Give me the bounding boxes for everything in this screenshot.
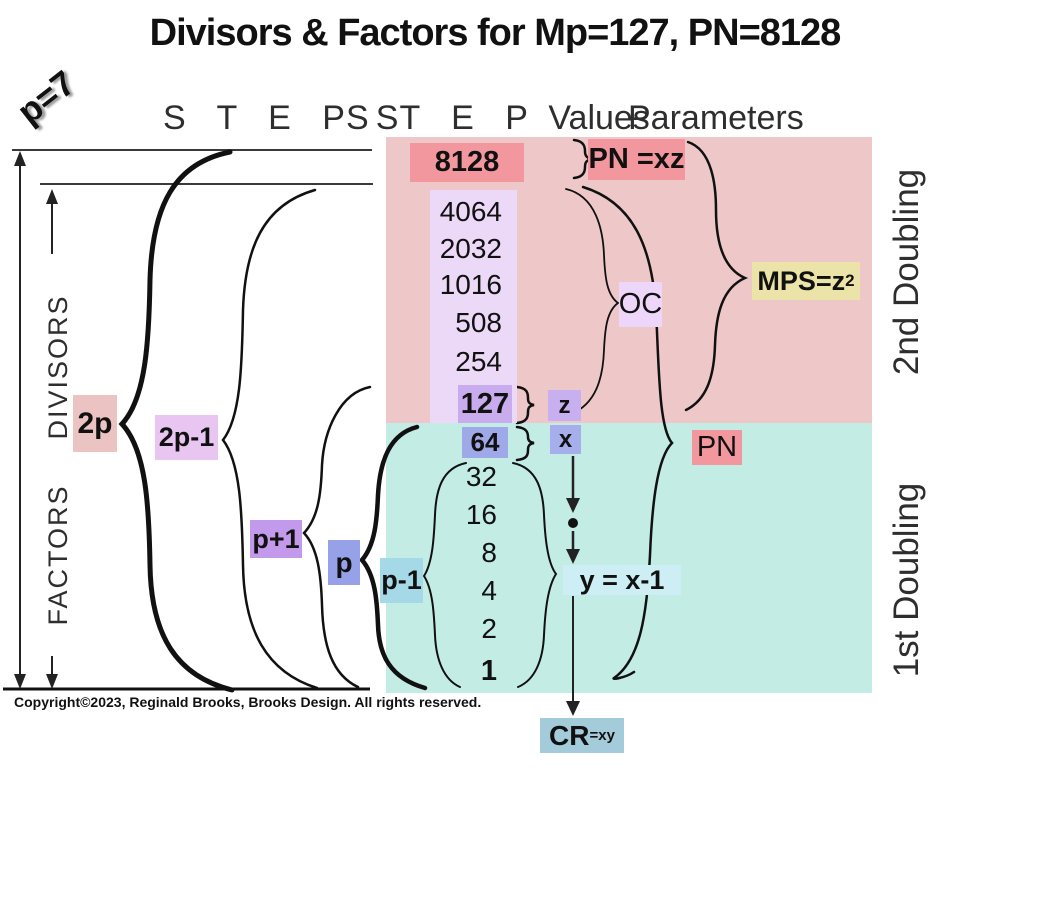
brace-2p [118,149,235,693]
step-value-8: 8 [481,537,497,568]
step-value-32: 32 [465,461,497,492]
label-pn: PN [692,430,742,465]
label-p-minus-1: p-1 [380,558,423,603]
lavender-step-column [430,190,517,423]
first-doubling-label: 1st Doubling [887,482,926,678]
label-pn-equals-xz: PN =xz [588,139,685,180]
second-doubling-label: 2nd Doubling [887,168,926,376]
label-cr: CR =xy [540,718,624,753]
brace-p [359,424,428,691]
column-header-steps: S T E P S [163,99,410,137]
cr-text: CR [549,719,590,751]
step-value-2: 2 [481,613,497,644]
brace-pn [581,185,674,680]
label-mps: MPS=z 2 [752,262,860,300]
factors-arrowhead-down [46,674,58,689]
label-x: x [550,425,581,454]
mps-exponent: 2 [845,271,855,290]
value-64: 64 [462,427,508,458]
brace-2p-1 [221,188,319,690]
brace-p-plus-1 [302,385,372,689]
cr-arrowhead [566,701,580,716]
brace-127-z [515,385,535,425]
label-y-equals-x-minus-1: y = x-1 [563,565,681,595]
x-arrowhead-1 [566,498,580,513]
brace-64-x [515,425,535,462]
divisors-axis-label: DIVISORS [43,254,73,480]
brace-y-equals [512,462,558,688]
brace-oc [565,188,620,415]
step-value-16: 16 [465,499,497,530]
step-values-prefix: S T E P [346,99,539,137]
column-header-parameters: Parameters [628,99,804,137]
step-value-1016: 1016 [439,269,502,300]
label-p: p [328,540,360,585]
value-8128: 8128 [410,143,524,182]
divisors-arrowhead-up [14,151,26,166]
step-value-508: 508 [455,307,502,338]
first-doubling-region [386,423,872,693]
column-header-step-values: S T E P Values [346,99,650,138]
step-value-254: 254 [455,346,502,377]
page-title: Divisors & Factors for Mp=127, PN=8128 [149,12,842,54]
step-value-4064: 4064 [439,196,502,227]
x-arrowhead-2 [566,549,580,564]
label-oc: OC [619,282,662,327]
multiply-dot [568,518,578,528]
copyright-notice: Copyright©2023, Reginald Brooks, Brooks … [14,694,482,710]
label-p-plus-1: p+1 [250,520,302,558]
mps-text: MPS=z [757,265,846,296]
step-values-word: Values [548,99,650,137]
cr-subscript: =xy [589,727,615,744]
label-z: z [548,390,581,421]
label-2p-minus-1: 2p-1 [155,415,218,460]
step-value-4: 4 [481,575,497,606]
divisors-arrowhead-down [14,674,26,689]
brace-mps [684,140,749,412]
factors-axis-label: FACTORS [43,454,73,656]
label-2p: 2p [73,395,117,452]
value-127: 127 [458,385,512,423]
factors-arrowhead-up [46,189,58,204]
step-value-2032: 2032 [439,233,502,264]
brace-p-minus-1 [422,462,467,688]
step-value-1: 1 [480,655,497,687]
